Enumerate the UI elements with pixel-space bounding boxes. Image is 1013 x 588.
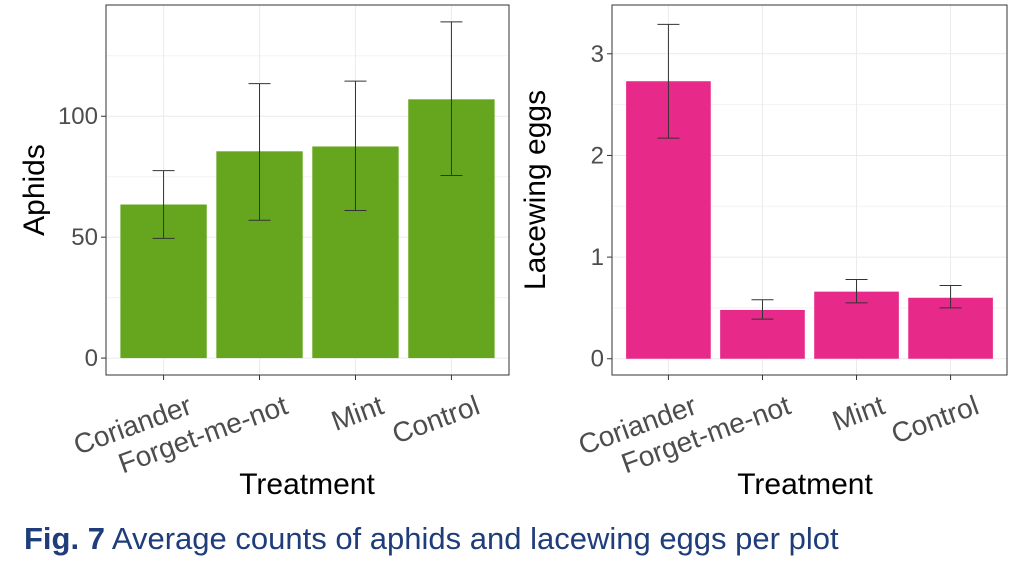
lacewing-x-tick-label-control: Control bbox=[887, 390, 982, 450]
lacewing-error-bar-control bbox=[939, 285, 962, 309]
lacewing-panel-border bbox=[611, 4, 1008, 376]
lacewing-x-axis-title: Treatment bbox=[737, 468, 873, 501]
lacewing-y-tick-label: 1 bbox=[591, 244, 604, 271]
aphids-error-bar-coriander bbox=[152, 170, 175, 239]
figure-caption: Fig. 7 Average counts of aphids and lace… bbox=[24, 521, 1004, 557]
lacewing-x-tick-label-mint: Mint bbox=[828, 389, 889, 436]
caption-text: Average counts of aphids and lacewing eg… bbox=[104, 521, 839, 556]
lacewing-y-tick-label: 0 bbox=[591, 346, 604, 373]
aphids-error-bar-control bbox=[440, 21, 463, 176]
lacewing-error-bar-coriander bbox=[657, 23, 680, 139]
aphids-y-tick-label: 0 bbox=[85, 345, 98, 372]
aphids-panel-border bbox=[105, 4, 510, 376]
lacewing-y-axis-title: Lacewing eggs bbox=[519, 90, 552, 290]
lacewing-error-bar-forget-me-not bbox=[751, 299, 774, 320]
figure-number: Fig. 7 bbox=[24, 521, 105, 556]
lacewing-y-tick-label: 3 bbox=[591, 41, 604, 68]
lacewing-y-tick-label: 2 bbox=[591, 142, 604, 169]
aphids-y-tick-label: 100 bbox=[58, 103, 98, 130]
aphids-y-tick-label: 50 bbox=[71, 224, 98, 251]
aphids-error-bar-mint bbox=[344, 80, 367, 212]
aphids-x-tick-label-control: Control bbox=[388, 390, 483, 450]
aphids-x-tick-label-mint: Mint bbox=[327, 389, 388, 436]
lacewing-error-bar-mint bbox=[845, 278, 868, 304]
aphids-y-axis-title: Aphids bbox=[18, 144, 51, 236]
aphids-x-axis-title: Treatment bbox=[239, 468, 375, 501]
aphids-error-bar-forget-me-not bbox=[248, 83, 271, 221]
